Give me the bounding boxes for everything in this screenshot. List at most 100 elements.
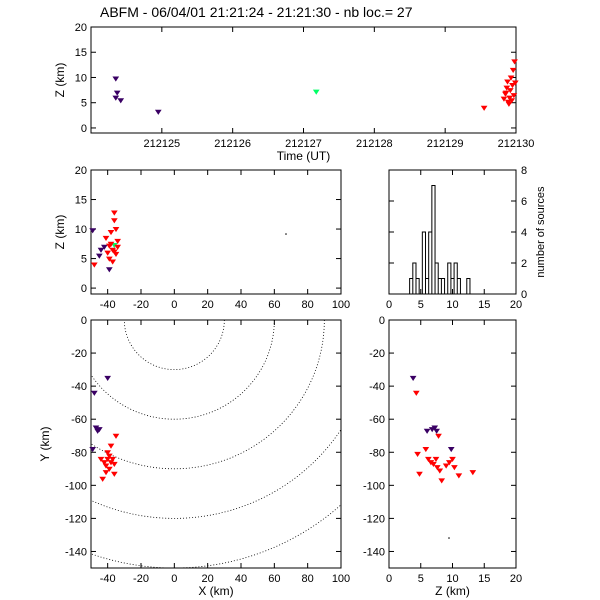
y-tick-label: -40 [71,381,87,393]
data-point [95,253,103,259]
y-tick-label: 2 [521,258,527,270]
data-point [423,428,431,434]
plot-frame [388,319,517,569]
data-point [97,456,105,463]
data-point [110,461,118,467]
data-point [97,247,105,253]
data-point [109,456,117,463]
data-point [510,93,518,99]
y-tick-label: -100 [65,480,87,492]
plot-frame [388,169,517,295]
data-point [100,244,108,250]
x-tick-label: -40 [100,573,116,585]
x-tick-label: 212127 [285,138,322,150]
range-ring [91,428,341,519]
data-point [449,456,456,463]
data-point [105,243,113,249]
data-point [503,85,511,91]
y-tick-label: 0 [81,283,87,295]
data-point [107,443,115,449]
y-tick-label: 6 [521,196,527,208]
x-tick-label: 0 [171,573,177,585]
x-tick-label: 0 [386,299,392,311]
data-point [90,390,98,396]
data-point [433,465,441,471]
data-point [105,256,113,262]
x-tick-label: 0 [386,573,392,585]
data-point [114,244,122,250]
x-tick-label: 5 [418,299,424,311]
x-tick-label: 100 [332,299,350,311]
data-point [105,267,113,273]
x-tick-label: 80 [302,573,314,585]
y-tick-label: -80 [369,447,385,459]
x-tick-label: 80 [302,299,314,311]
histogram-outline [389,185,516,295]
y-tick-label: -80 [71,447,87,459]
data-point [412,390,420,396]
y-tick-label: -40 [369,381,385,393]
data-point [112,76,120,82]
data-point [432,456,440,463]
data-point [504,79,511,85]
stray-dot [448,537,450,539]
data-point [451,465,458,471]
x-tick-label: 212126 [214,138,251,150]
data-point [438,478,446,484]
data-point [114,238,122,244]
data-point [109,259,117,265]
y-tick-label: -100 [363,480,385,492]
data-point [90,262,98,268]
data-point [89,228,97,234]
data-point [430,461,437,467]
data-point [99,476,107,482]
data-point [110,218,118,224]
x-tick-label: 0 [171,299,177,311]
x-tick-label: 40 [235,299,247,311]
data-point [455,473,463,479]
data-point [112,433,120,439]
data-point [504,99,512,105]
data-point [107,230,115,236]
x-tick-label: 60 [268,573,280,585]
y-tick-label: 20 [75,165,87,177]
data-point [507,75,515,81]
y-tick-label: -60 [369,414,385,426]
x-tick-label: 40 [235,573,247,585]
y-tick-label: -140 [65,546,87,558]
x-tick-label: 212129 [427,138,464,150]
x-tick-label: -20 [133,573,149,585]
y-axis-label: Z (km) [53,215,67,250]
data-point [433,428,440,434]
data-point [154,109,162,115]
data-point [425,456,432,463]
x-tick-label: 20 [510,299,522,311]
data-point [112,227,120,233]
data-point [442,463,450,469]
y-tick-label: 15 [75,195,87,207]
stray-dot [285,233,287,235]
data-point [447,446,455,453]
x-tick-label: 100 [332,573,350,585]
y-tick-label: -20 [71,348,87,360]
y-tick-label: 10 [75,72,87,84]
data-point [105,466,113,472]
data-point [416,471,423,477]
x-tick-label: 212130 [498,138,535,150]
range-rings [91,320,341,568]
x-tick-label: 212125 [143,138,180,150]
data-point [414,451,421,458]
y-tick-label: -120 [363,513,385,525]
y-tick-label: 0 [379,315,385,327]
plot-frame [90,26,517,134]
data-point [509,83,516,89]
x-tick-label: 60 [268,299,280,311]
x-tick-label: 10 [446,573,458,585]
x-tick-label: 15 [478,299,490,311]
x-tick-label: -40 [100,299,116,311]
y-tick-label: 8 [521,165,527,177]
data-point [502,91,509,97]
y-tick-label: 20 [75,22,87,34]
range-ring [123,320,225,370]
